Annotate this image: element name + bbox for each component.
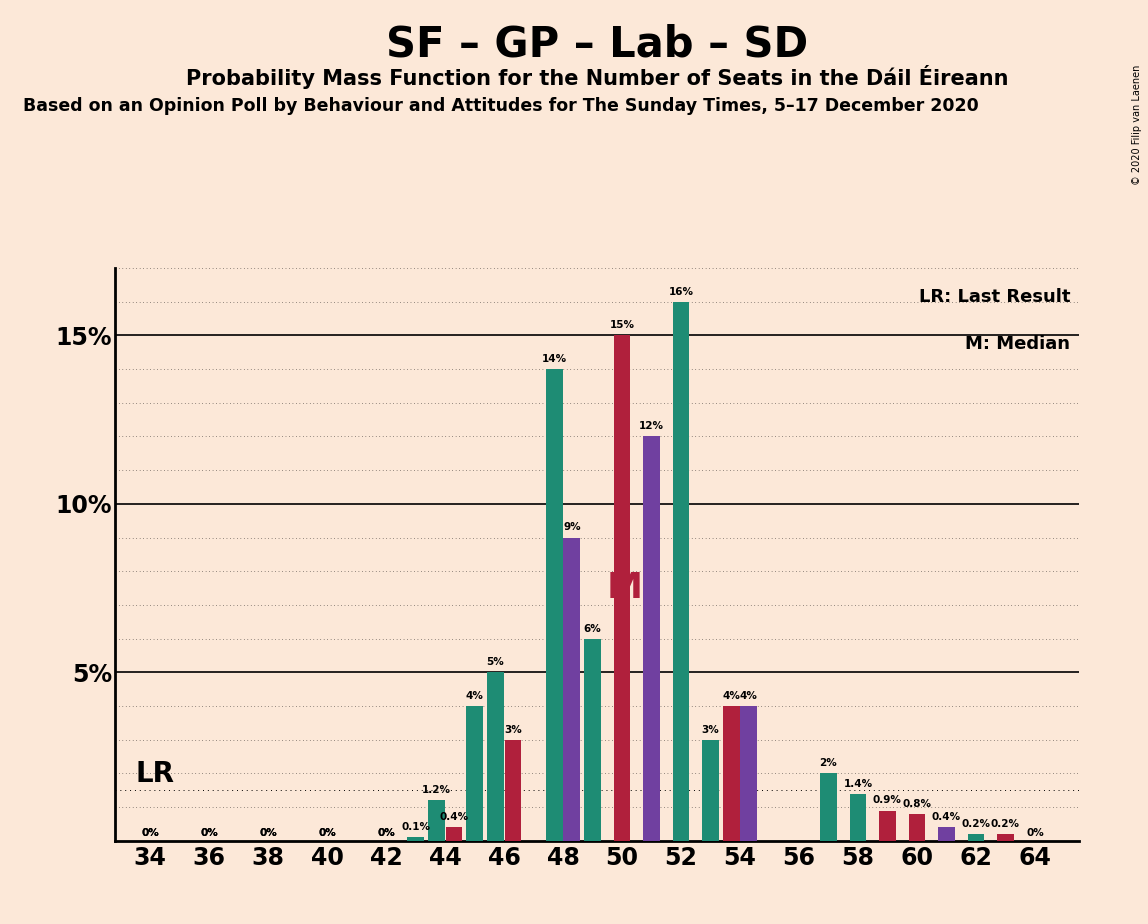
Text: 0.2%: 0.2% xyxy=(961,819,991,829)
Bar xyxy=(673,301,690,841)
Text: 0%: 0% xyxy=(378,828,395,838)
Bar xyxy=(564,538,580,841)
Text: 0.8%: 0.8% xyxy=(902,799,931,808)
Text: 4%: 4% xyxy=(466,691,483,701)
Text: 0.1%: 0.1% xyxy=(401,822,430,833)
Text: 1.4%: 1.4% xyxy=(844,779,872,788)
Text: 4%: 4% xyxy=(722,691,740,701)
Text: 0.2%: 0.2% xyxy=(991,819,1019,829)
Text: 9%: 9% xyxy=(563,522,581,532)
Bar xyxy=(487,673,504,841)
Bar xyxy=(408,837,424,841)
Text: 0%: 0% xyxy=(200,828,218,838)
Bar xyxy=(996,834,1014,841)
Text: 0%: 0% xyxy=(318,828,336,838)
Bar xyxy=(545,369,563,841)
Text: 12%: 12% xyxy=(639,421,664,432)
Text: 0%: 0% xyxy=(1026,828,1044,838)
Text: 0%: 0% xyxy=(200,828,218,838)
Bar xyxy=(643,436,660,841)
Text: LR: LR xyxy=(135,760,174,787)
Text: 3%: 3% xyxy=(701,724,720,735)
Text: 0%: 0% xyxy=(259,828,277,838)
Text: 14%: 14% xyxy=(542,354,567,364)
Bar xyxy=(445,827,463,841)
Bar xyxy=(723,706,739,841)
Bar xyxy=(584,638,600,841)
Text: 15%: 15% xyxy=(610,321,635,330)
Text: 0%: 0% xyxy=(141,828,160,838)
Text: Probability Mass Function for the Number of Seats in the Dáil Éireann: Probability Mass Function for the Number… xyxy=(186,65,1008,89)
Text: 1.2%: 1.2% xyxy=(421,785,451,796)
Text: LR: Last Result: LR: Last Result xyxy=(918,288,1070,306)
Text: 2%: 2% xyxy=(820,759,837,769)
Bar xyxy=(938,827,955,841)
Bar xyxy=(703,740,719,841)
Text: 0.4%: 0.4% xyxy=(932,812,961,822)
Text: SF – GP – Lab – SD: SF – GP – Lab – SD xyxy=(386,23,808,65)
Bar xyxy=(614,335,630,841)
Bar xyxy=(740,706,758,841)
Text: 16%: 16% xyxy=(668,286,693,297)
Text: 0%: 0% xyxy=(141,828,160,838)
Text: M: Median: M: Median xyxy=(965,335,1070,353)
Text: 0%: 0% xyxy=(378,828,395,838)
Bar xyxy=(850,794,867,841)
Text: Based on an Opinion Poll by Behaviour and Attitudes for The Sunday Times, 5–17 D: Based on an Opinion Poll by Behaviour an… xyxy=(23,97,979,115)
Text: 0%: 0% xyxy=(318,828,336,838)
Text: 6%: 6% xyxy=(583,624,602,634)
Bar xyxy=(428,800,444,841)
Text: M: M xyxy=(607,571,643,605)
Text: © 2020 Filip van Laenen: © 2020 Filip van Laenen xyxy=(1132,65,1142,185)
Bar xyxy=(879,810,895,841)
Bar xyxy=(466,706,483,841)
Text: 3%: 3% xyxy=(504,724,522,735)
Bar xyxy=(504,740,521,841)
Text: 0%: 0% xyxy=(259,828,277,838)
Text: 0.9%: 0.9% xyxy=(872,796,902,806)
Bar xyxy=(908,814,925,841)
Text: 0.4%: 0.4% xyxy=(440,812,468,822)
Text: 5%: 5% xyxy=(487,657,504,667)
Text: 4%: 4% xyxy=(740,691,758,701)
Bar xyxy=(820,773,837,841)
Bar xyxy=(968,834,984,841)
